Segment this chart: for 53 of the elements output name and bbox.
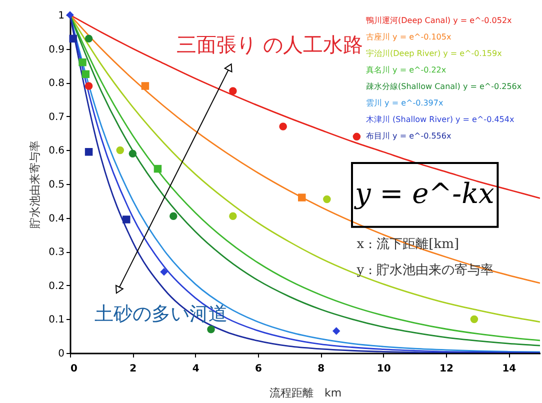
x-tick-label: 4	[192, 364, 200, 374]
y-tick-label: 0.4	[48, 213, 64, 224]
point	[128, 150, 137, 158]
y-tick-label: 0.6	[48, 146, 64, 157]
text: 鴨川運河(Deep Canal) y = e^-0.052x	[366, 16, 512, 25]
text: 木津川 (Shallow River) y = e^-0.454x	[366, 115, 514, 124]
y-tick-label: 0.9	[48, 44, 64, 56]
x-tick-label: 8	[318, 364, 325, 374]
text: 古座川 y = e^-0.105x	[366, 32, 452, 42]
x-tick-label: 14	[502, 364, 516, 374]
point	[352, 132, 361, 141]
point	[160, 268, 168, 276]
point	[229, 87, 237, 95]
point	[170, 212, 178, 220]
point	[207, 325, 215, 334]
text: 布目川 y = e^-0.556x	[366, 132, 452, 140]
point	[323, 195, 331, 204]
y-tick-label: 0.8	[48, 78, 64, 90]
point	[84, 34, 93, 43]
point	[84, 82, 93, 90]
point	[154, 164, 162, 173]
text: 真名川 y = e^-0.22x	[366, 66, 446, 74]
x-axis-title: 流程距離 km	[269, 386, 342, 400]
point	[332, 327, 340, 335]
y-axis-title: 貯水池由来寄与率	[28, 140, 42, 228]
annotation: 三面張り の人工水路	[176, 32, 364, 56]
y-tick-label: 0.2	[48, 280, 64, 292]
point	[122, 216, 130, 224]
y-tick-label: 1	[58, 10, 64, 22]
point	[141, 82, 150, 90]
point	[470, 315, 478, 324]
point	[82, 70, 90, 78]
point	[84, 148, 93, 156]
point	[279, 122, 287, 130]
point	[78, 58, 86, 66]
y-tick-label: 0.7	[48, 112, 64, 123]
point	[229, 212, 237, 220]
y-tick-label: 0.3	[48, 247, 64, 258]
text: 宇治川(Deep River) y = e^-0.159x	[366, 49, 502, 58]
y-tick-label: 0.5	[48, 180, 64, 190]
x-tick-label: 6	[255, 364, 262, 374]
x-tick-label: 10	[376, 364, 391, 374]
point	[69, 34, 78, 43]
x-tick-label: 12	[440, 364, 454, 374]
point	[116, 146, 124, 154]
text: 雲川 y = e^-0.397x	[366, 98, 444, 108]
text: 疎水分線(Shallow Canal) y = e^-0.256x	[366, 82, 522, 91]
y-tick-label: 0.1	[48, 314, 64, 326]
x-tick-label: 0	[70, 364, 78, 374]
x-tick-label: 2	[130, 364, 137, 374]
y-tick-label: 0	[58, 348, 64, 360]
annotation: y = e^-kx	[353, 177, 495, 210]
point	[298, 194, 306, 202]
